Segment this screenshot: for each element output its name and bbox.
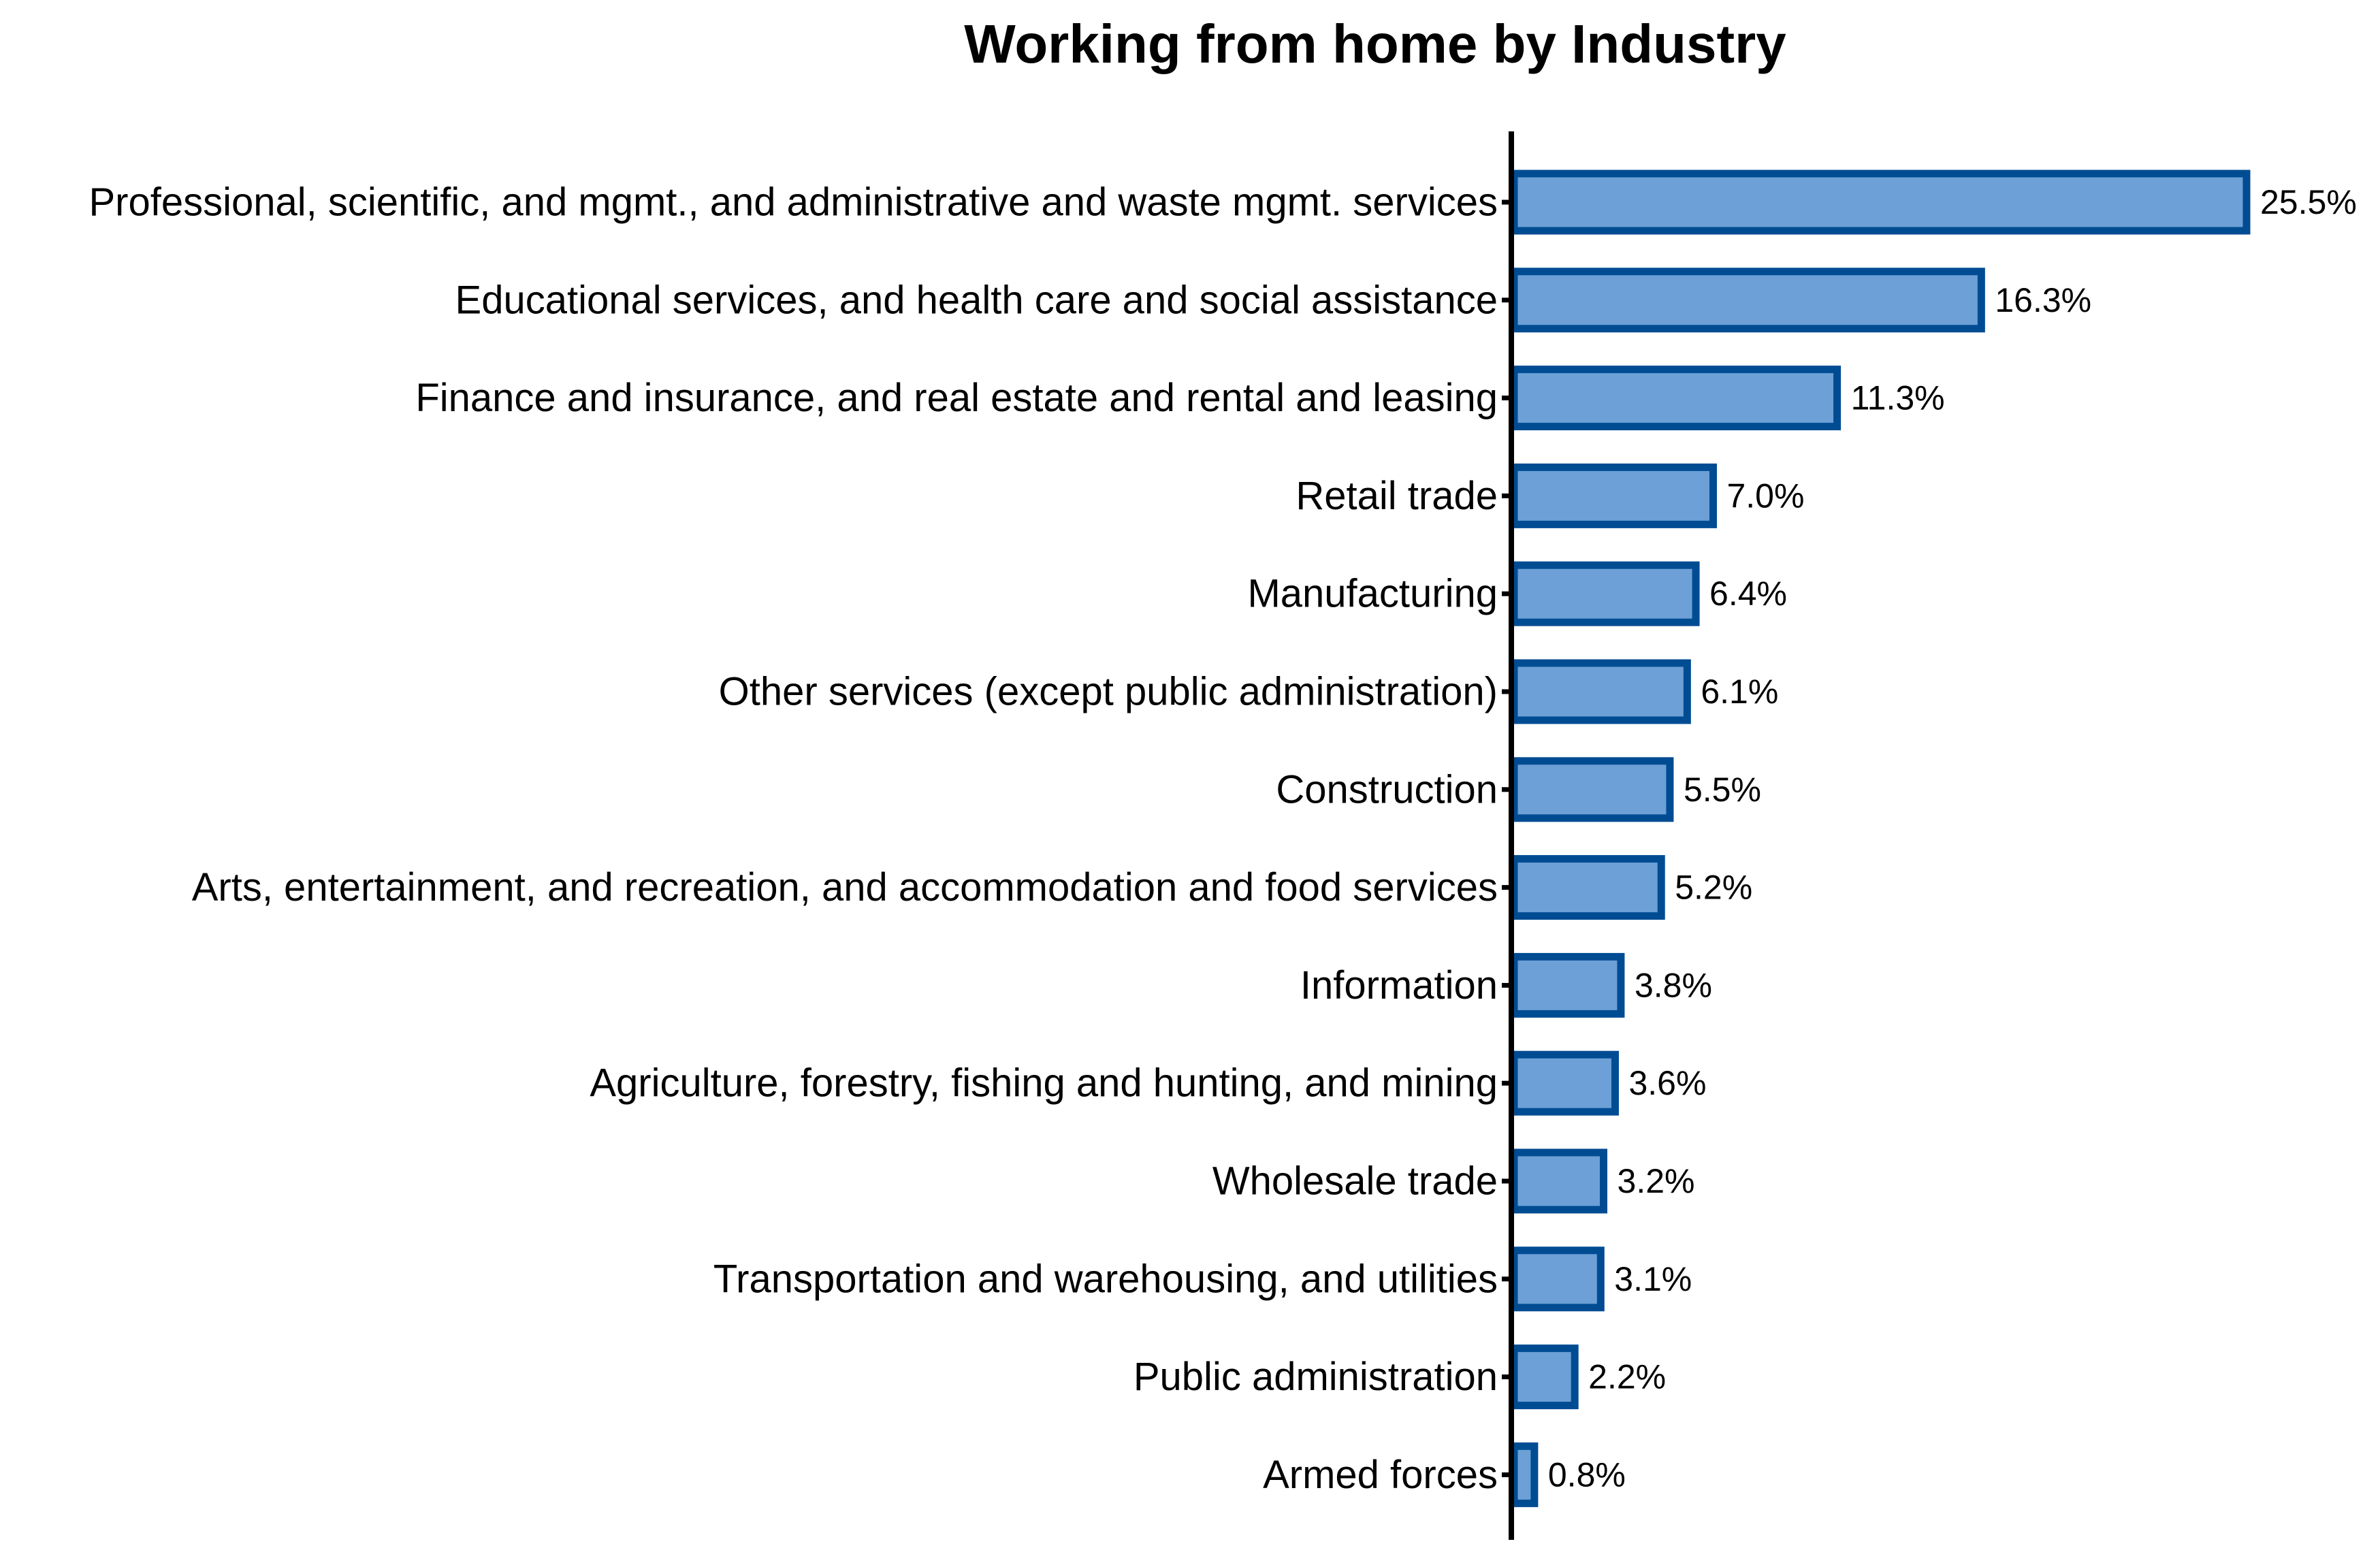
bar	[1510, 463, 1717, 528]
y-tick-label: Other services (except public administra…	[719, 670, 1498, 714]
bar	[1510, 757, 1674, 822]
data-label: 3.6%	[1628, 1064, 1706, 1102]
data-label: 5.5%	[1684, 771, 1761, 809]
data-label: 25.5%	[2260, 183, 2357, 221]
y-tick-label: Professional, scientific, and mgmt., and…	[89, 180, 1498, 225]
y-tick-label: Construction	[1276, 767, 1498, 811]
bar	[1510, 1050, 1619, 1116]
bar	[1510, 170, 2251, 235]
y-tick-label: Arts, entertainment, and recreation, and…	[192, 865, 1498, 909]
tick-labels-group: Professional, scientific, and mgmt., and…	[89, 180, 1511, 1497]
bar	[1510, 952, 1625, 1018]
data-label: 2.2%	[1588, 1358, 1666, 1396]
y-tick-label: Public administration	[1133, 1355, 1498, 1399]
y-tick-label: Wholesale trade	[1212, 1159, 1498, 1204]
y-tick-label: Finance and insurance, and real estate a…	[415, 376, 1498, 420]
bars-group	[1510, 170, 2251, 1507]
bar	[1510, 1148, 1608, 1214]
bar	[1510, 855, 1665, 920]
bar	[1510, 561, 1700, 626]
y-tick-label: Transportation and warehousing, and util…	[713, 1257, 1498, 1301]
data-label: 11.3%	[1851, 379, 1945, 417]
y-tick-label: Information	[1300, 963, 1498, 1008]
data-label: 3.1%	[1614, 1260, 1692, 1298]
y-tick-label: Retail trade	[1296, 474, 1498, 518]
data-label: 3.8%	[1635, 966, 1712, 1004]
data-label: 6.1%	[1701, 673, 1778, 711]
data-label: 6.4%	[1709, 575, 1787, 613]
bar	[1510, 1442, 1539, 1507]
data-labels-group: 25.5% 16.3% 11.3% 7.0% 6.4% 6.1% 5.5% 5.2% 3.8% 3…	[1548, 183, 2357, 1494]
data-label: 16.3%	[1995, 281, 2091, 319]
y-tick-label: Educational services, and health care an…	[455, 278, 1498, 322]
y-tick-label: Manufacturing	[1247, 572, 1498, 616]
data-label: 5.2%	[1675, 869, 1752, 907]
chart-title: Working from home by Industry	[964, 14, 1786, 74]
data-label: 3.2%	[1618, 1162, 1695, 1200]
data-label: 0.8%	[1548, 1455, 1626, 1494]
y-tick-label: Armed forces	[1263, 1453, 1498, 1497]
bar	[1510, 268, 1985, 333]
bar	[1510, 366, 1842, 431]
y-tick-label: Agriculture, forestry, fishing and hunti…	[590, 1061, 1498, 1106]
bar	[1510, 1246, 1605, 1312]
bar	[1510, 659, 1691, 724]
bar	[1510, 1344, 1579, 1410]
data-label: 7.0%	[1726, 477, 1804, 515]
